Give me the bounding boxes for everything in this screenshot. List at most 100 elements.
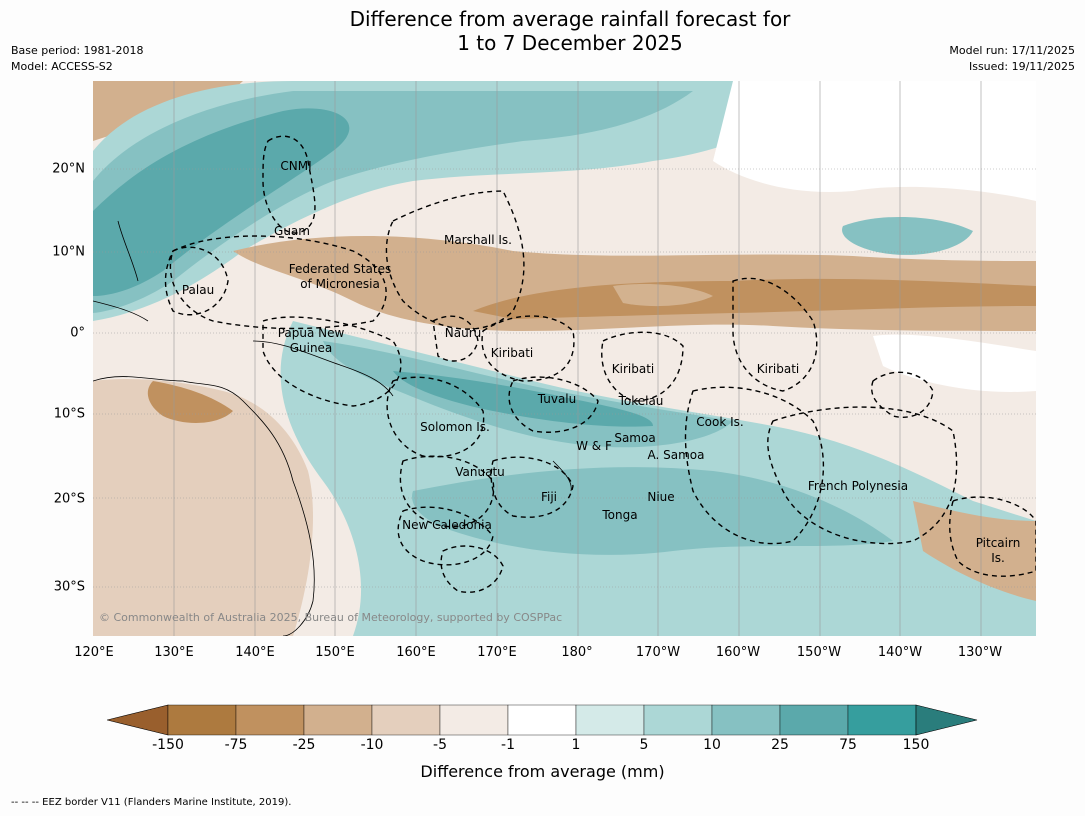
lat-tick-10s: 10°S xyxy=(53,406,85,422)
label-kiribati-west: Kiribati xyxy=(490,346,534,360)
label-pitcairn-1: Pitcairn xyxy=(975,536,1021,550)
label-american-samoa: A. Samoa xyxy=(647,448,705,462)
eez-pitcairn xyxy=(949,496,1036,577)
lon-tick-140w: 140°W xyxy=(877,645,923,660)
brown-band-equator-core xyxy=(473,278,1036,319)
eez-south-island xyxy=(440,545,504,593)
issued-date: Issued: 19/11/2025 xyxy=(968,60,1075,73)
lon-tick-140e: 140°E xyxy=(235,645,275,660)
colorbar-swatch xyxy=(371,704,441,736)
eez-vanuatu xyxy=(399,455,495,528)
brown-spot-australia xyxy=(147,381,233,423)
lon-tick-180: 180° xyxy=(561,645,593,660)
lat-tick-20n: 20°N xyxy=(52,161,85,177)
label-samoa: Samoa xyxy=(614,431,656,445)
colorbar-swatch xyxy=(847,704,917,736)
colorbar-swatch xyxy=(507,704,577,736)
eez-nauru xyxy=(432,315,479,362)
label-niue: Niue xyxy=(647,490,675,504)
colorbar-swatch xyxy=(439,704,509,736)
lon-tick-170w: 170°W xyxy=(635,645,681,660)
meta-right: Model run: 17/11/2025 Issued: 19/11/2025 xyxy=(949,43,1075,75)
colorbar-tick-label: 75 xyxy=(839,737,857,753)
coast-borneo xyxy=(93,300,149,322)
title-line-1: Difference from average rainfall forecas… xyxy=(349,7,791,31)
lon-tick-150w: 150°W xyxy=(796,645,842,660)
colorbar-swatch xyxy=(711,704,781,736)
label-tuvalu: Tuvalu xyxy=(537,392,577,406)
colorbar-tick-label: -10 xyxy=(360,737,384,753)
white-area-east xyxy=(873,334,1036,392)
eez-tuvalu xyxy=(508,376,599,433)
model-run: Model run: 17/11/2025 xyxy=(949,44,1075,57)
eez-palau xyxy=(164,246,229,316)
label-kiribati-central: Kiribati xyxy=(611,362,655,376)
colorbar-tick-label: 5 xyxy=(639,737,649,753)
brown-area-australia xyxy=(93,379,313,636)
copyright-notice: © Commonwealth of Australia 2025, Bureau… xyxy=(99,611,563,624)
label-palau: Palau xyxy=(181,283,215,297)
lat-tick-20s: 20°S xyxy=(53,491,85,507)
label-fiji: Fiji xyxy=(540,490,558,504)
lon-tick-130w: 130°W xyxy=(957,645,1003,660)
lon-tick-170e: 170°E xyxy=(477,645,517,660)
colorbar-tick-label: 25 xyxy=(771,737,789,753)
eez-solomon xyxy=(386,376,485,458)
teal-band-north-core xyxy=(93,108,350,296)
meta-left: Base period: 1981-2018 Model: ACCESS-S2 xyxy=(11,43,143,75)
lon-tick-150e: 150°E xyxy=(315,645,355,660)
label-wallis-futuna: W & F xyxy=(576,439,612,453)
label-cook: Cook Is. xyxy=(696,415,744,429)
lon-tick-160w: 160°W xyxy=(715,645,761,660)
eez-cnmi xyxy=(262,135,316,234)
colorbar-swatch xyxy=(167,704,237,736)
eez-new-caledonia xyxy=(397,506,494,566)
eez-french-polynesia xyxy=(767,406,958,545)
colorbar-tick-label: -75 xyxy=(224,737,248,753)
eez-kiribati-central xyxy=(601,331,684,402)
map-fill xyxy=(93,81,1036,636)
colorbar xyxy=(107,704,978,736)
label-pitcairn-2: Is. xyxy=(991,551,1005,565)
eez-borders xyxy=(164,135,1036,593)
eez-kiribati-west xyxy=(481,315,575,382)
colorbar-tick-label: 10 xyxy=(703,737,721,753)
base-period: Base period: 1981-2018 xyxy=(11,44,144,57)
rainfall-map: CNMI Guam Marshall Is. Federated States … xyxy=(93,81,1036,636)
label-tokelau: Tokelau xyxy=(618,394,664,408)
colorbar-tick-label: 150 xyxy=(902,737,930,753)
label-french-polynesia: French Polynesia xyxy=(807,479,909,493)
colorbar-tick-label: -5 xyxy=(433,737,447,753)
colorbar-swatch xyxy=(643,704,713,736)
colorbar-tick-label: -150 xyxy=(152,737,184,753)
label-fsm-1: Federated States xyxy=(288,262,392,276)
lat-tick-10n: 10°N xyxy=(52,244,85,260)
coast-fiji xyxy=(552,460,572,492)
eez-cook xyxy=(684,386,825,545)
coast-png xyxy=(252,340,394,397)
teal-spot-east xyxy=(842,216,973,255)
colorbar-tick-label: -1 xyxy=(501,737,515,753)
label-nauru: Nauru xyxy=(444,326,482,340)
coast-philippines xyxy=(117,220,139,282)
label-fsm-2: of Micronesia xyxy=(300,277,380,291)
lon-tick-130e: 130°E xyxy=(154,645,194,660)
chart-title: Difference from average rainfall forecas… xyxy=(0,7,1085,55)
colorbar-extend-low xyxy=(107,704,169,736)
coastlines xyxy=(93,220,572,636)
white-highlight xyxy=(613,284,713,307)
eez-east-pacific xyxy=(871,371,934,418)
label-kiribati-east: Kiribati xyxy=(756,362,800,376)
colorbar-tick-label: 1 xyxy=(571,737,581,753)
lon-tick-120e: 120°E xyxy=(74,645,114,660)
colorbar-label: Difference from average (mm) xyxy=(420,762,665,781)
colorbar-swatch xyxy=(779,704,849,736)
map-grid xyxy=(93,81,1036,636)
colorbar-extend-high xyxy=(915,704,978,736)
label-png-1: Papua New xyxy=(277,326,345,340)
colorbar-swatch xyxy=(575,704,645,736)
eez-fiji xyxy=(490,456,574,518)
teal-band-south-core xyxy=(393,371,653,427)
model-name: Model: ACCESS-S2 xyxy=(11,60,113,73)
label-solomon: Solomon Is. xyxy=(420,420,490,434)
